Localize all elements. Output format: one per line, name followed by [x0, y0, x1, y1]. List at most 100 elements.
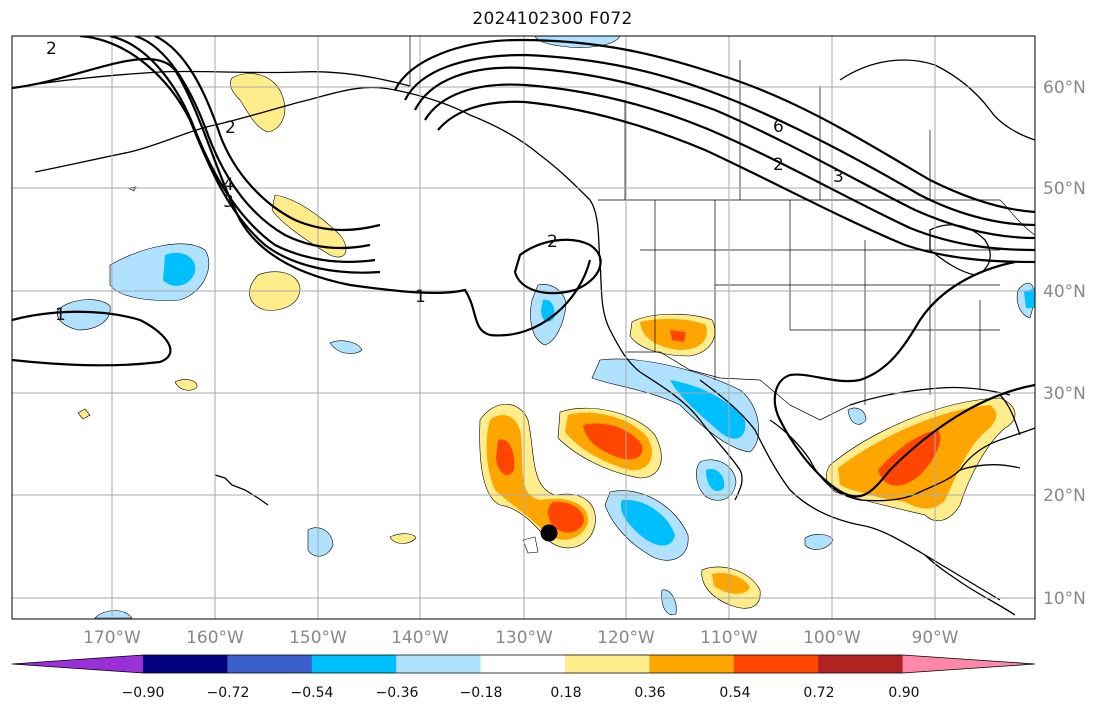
- colorbar-segment: [733, 655, 819, 673]
- colorbar-segment: [311, 655, 397, 673]
- contour-label: 2: [773, 155, 784, 175]
- anomaly-negative-bottom: [94, 610, 133, 619]
- coast-cuba: [959, 464, 1021, 471]
- colorbar: [11, 654, 1036, 674]
- map-title: 2024102300 F072: [472, 9, 633, 29]
- contour-east-4: [424, 83, 1035, 252]
- colorbar-segment: [227, 655, 313, 673]
- latitude-labels: 60°N 50°N 40°N 30°N 20°N 10°N: [1043, 78, 1086, 609]
- coast-hawaii: [214, 474, 269, 506]
- political-borders: [409, 36, 1035, 421]
- anomaly-negative-gulf-small: [847, 407, 867, 425]
- lon-label: 90°W: [912, 628, 959, 648]
- lon-label: 170°W: [83, 628, 141, 648]
- colorbar-tick-label: 0.72: [803, 685, 834, 701]
- coast-gulf: [769, 419, 1035, 502]
- colorbar-extend-high: [902, 655, 1035, 673]
- colorbar-segment: [143, 655, 228, 673]
- lat-label: 20°N: [1043, 486, 1086, 506]
- anomaly-positive-pacific-b-hot-2: [547, 501, 585, 533]
- anomaly-negative-mexico-coast-core: [706, 469, 725, 492]
- contour-low-pacific: [12, 310, 172, 367]
- colorbar-tick-label: 0.90: [888, 685, 919, 701]
- contour-east-5: [437, 100, 1035, 264]
- anomaly-positive-pacific-c-hot: [583, 423, 643, 460]
- contour-cal-low: [513, 238, 602, 295]
- contour-east-1: [394, 38, 1035, 214]
- anomaly-negative-small-6: [522, 536, 539, 554]
- lon-label: 160°W: [186, 628, 244, 648]
- lon-label: 120°W: [597, 628, 655, 648]
- longitude-labels: 170°W 160°W 150°W 140°W 130°W 120°W 110°…: [83, 628, 959, 648]
- anomaly-positive-small-2: [77, 408, 91, 420]
- anomaly-positive-gulf-mexico-hot: [878, 430, 941, 486]
- colorbar-tick-label: −0.72: [207, 685, 250, 701]
- colorbar-tick-label: −0.54: [291, 685, 334, 701]
- contour-label: 2: [46, 39, 57, 59]
- colorbar-segment: [565, 655, 650, 673]
- border-us-mexico: [625, 351, 851, 421]
- contour-east-2: [404, 53, 1035, 227]
- anomaly-negative-small-4: [804, 534, 834, 550]
- colorbar-segment: [480, 655, 566, 673]
- contour-west-3: [109, 36, 376, 263]
- contour-label: 3: [833, 167, 844, 187]
- contour-label: 4: [223, 175, 234, 195]
- contour-trough: [773, 260, 1035, 498]
- lat-label: 30°N: [1043, 384, 1086, 404]
- location-marker: [540, 524, 558, 542]
- anomaly-negative-small-1: [329, 340, 363, 354]
- anomaly-negative-small-5: [661, 589, 677, 616]
- contour-east-3: [414, 66, 1035, 240]
- coast-canada-west: [589, 199, 641, 373]
- contour-label: 2: [547, 232, 558, 252]
- contour-west-2: [79, 36, 381, 274]
- lat-label: 50°N: [1043, 179, 1086, 199]
- colorbar-tick-label: 0.54: [719, 685, 750, 701]
- colorbar-tick-label: −0.36: [376, 685, 419, 701]
- colorbar-tick-label: 0.36: [634, 685, 665, 701]
- colorbar-labels: −0.90 −0.72 −0.54 −0.36 −0.18 0.18 0.36 …: [122, 685, 920, 701]
- coast-alaska-south: [34, 86, 591, 201]
- coast-hudson: [839, 59, 1035, 141]
- contour-label: 6: [773, 117, 784, 137]
- contour-label: 3: [223, 192, 234, 212]
- coast-alaska-north: [12, 70, 411, 89]
- lon-label: 110°W: [700, 628, 758, 648]
- anomaly-positive-alaska: [230, 73, 286, 133]
- colorbar-segment: [396, 655, 482, 673]
- coast-florida: [999, 394, 1021, 436]
- colorbar-outline: [11, 654, 1036, 674]
- lon-label: 140°W: [391, 628, 449, 648]
- anomaly-negative-pacific-b: [57, 299, 111, 331]
- gridlines: [12, 36, 1035, 619]
- colorbar-tick-label: 0.18: [550, 685, 581, 701]
- height-contours: [12, 36, 1035, 498]
- contour-labels: 2 1 2 1 6 2 3 4 3 2: [46, 39, 844, 325]
- lon-label: 150°W: [289, 628, 347, 648]
- anomaly-negative-baja-core: [670, 380, 746, 439]
- anomaly-negative-pacific-a-core: [163, 252, 196, 286]
- contour-label: 1: [55, 305, 66, 325]
- anomaly-positive-west-us-hot: [670, 330, 686, 342]
- lon-label: 100°W: [803, 628, 861, 648]
- anomaly-positive-small-1: [174, 379, 198, 391]
- contour-west-5: [154, 36, 381, 232]
- anomaly-shading: [57, 36, 1035, 619]
- contour-west-1: [12, 57, 592, 337]
- border-us-canada: [598, 199, 1035, 236]
- map-panel: 2 1 2 1 6 2 3 4 3 2: [12, 36, 1035, 619]
- coast-gulf-north: [849, 386, 1011, 406]
- lon-label: 130°W: [495, 628, 553, 648]
- anomaly-negative-tropical-core: [620, 499, 675, 546]
- anomaly-positive-small-3: [389, 533, 417, 544]
- anomaly-positive-tropical-south-core: [712, 572, 750, 594]
- anomaly-negative-great-lakes-core: [1024, 288, 1035, 308]
- colorbar-extend-low: [12, 655, 143, 673]
- contour-label: 2: [225, 118, 236, 138]
- colorbar-tick-label: −0.90: [122, 685, 165, 701]
- contour-west-4: [134, 36, 371, 250]
- lat-label: 40°N: [1043, 282, 1086, 302]
- coast-mexico-west: [699, 379, 1001, 601]
